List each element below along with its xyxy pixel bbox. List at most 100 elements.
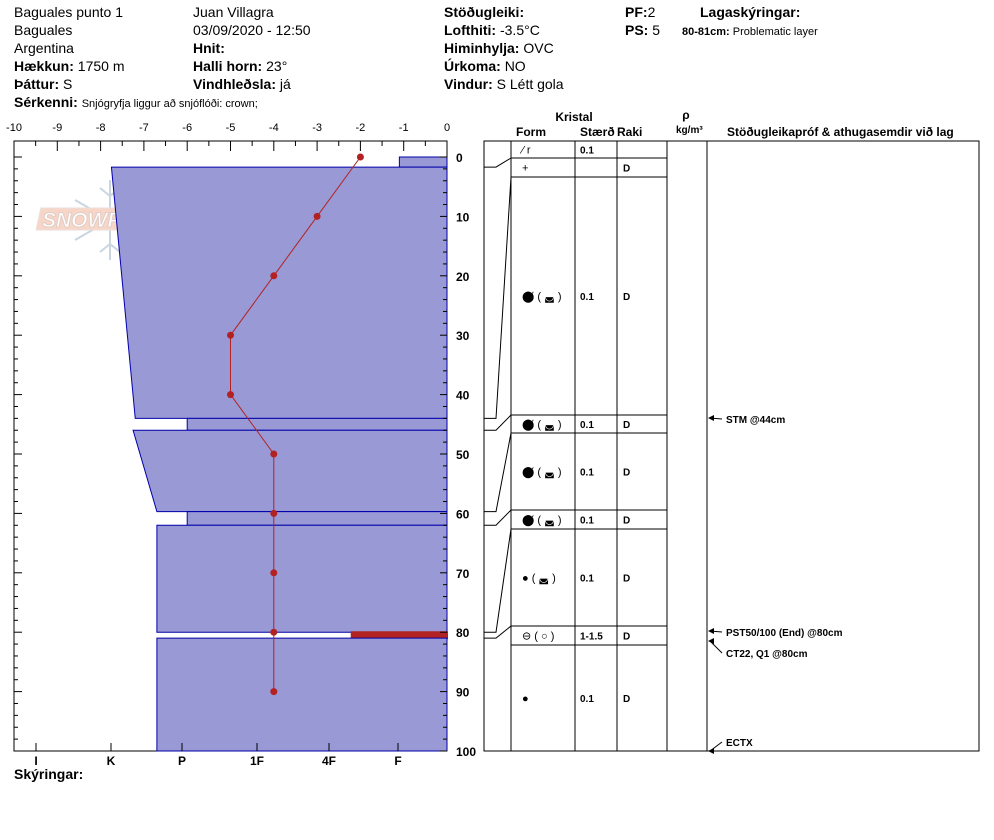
temp-tick-label: -3 xyxy=(312,122,322,134)
temp-tick-label: -6 xyxy=(182,122,192,134)
hardness-band xyxy=(156,637,448,752)
temperature-point xyxy=(313,212,321,220)
pf-field: PF:2 xyxy=(625,4,656,20)
depth-tick-label: 90 xyxy=(456,686,470,700)
ps-field: PS: 5 xyxy=(625,22,661,38)
depth-tick-label: 10 xyxy=(456,210,470,224)
sky-field: Himinhylja: OVC xyxy=(444,40,554,56)
layer-form: ⊖ ( ○ ) xyxy=(522,631,554,643)
crystal-header: Kristal xyxy=(555,110,592,124)
layer-moisture: D xyxy=(623,468,630,479)
layer-form: ⬤̸ ( ◛ ) xyxy=(522,291,561,303)
hardness-band xyxy=(350,631,448,640)
hardness-label: P xyxy=(178,754,186,768)
depth-tick-label: 100 xyxy=(456,745,476,759)
temp-tick-label: -1 xyxy=(399,122,409,134)
moisture-header: Raki xyxy=(617,125,642,139)
depth-connector xyxy=(484,432,512,513)
temp-tick-label: -8 xyxy=(96,122,106,134)
stability-field: Stöðugleiki: xyxy=(444,4,525,20)
temp-tick-label: -10 xyxy=(6,122,22,134)
stability-test-label: ECTX xyxy=(726,738,753,749)
temp-tick-label: -5 xyxy=(226,122,236,134)
temperature-profile xyxy=(227,153,364,696)
depth-tick-label: 60 xyxy=(456,507,470,521)
layer-notes-entry: 80-81cm: Problematic layer xyxy=(682,26,818,38)
temperature-point xyxy=(270,569,278,577)
temp-tick-label: 0 xyxy=(444,122,450,134)
elevation-field: Hækkun: 1750 m xyxy=(14,58,125,74)
hardness-label: K xyxy=(107,754,116,768)
layer-moisture: D xyxy=(623,516,630,527)
depth-connector xyxy=(484,509,512,526)
slope-field: Halli horn: 23° xyxy=(193,58,288,74)
test-arrow-icon xyxy=(708,638,714,644)
observer-name: Juan Villagra xyxy=(193,4,274,20)
layer-notes-label: Lagaskýringar: xyxy=(700,4,801,20)
depth-connector xyxy=(484,176,512,419)
layer-form: ⁄ r xyxy=(519,145,531,157)
depth-tick-label: 50 xyxy=(456,448,470,462)
layer-moisture: D xyxy=(623,420,630,431)
layer-form: ● xyxy=(522,693,529,705)
stability-test-label: STM @44cm xyxy=(726,415,785,426)
hardness-band xyxy=(132,429,448,513)
layer-moisture: D xyxy=(623,164,630,175)
depth-axis: 0 10 20 30 40 50 60 70 80 90 100 xyxy=(14,151,476,759)
hardness-band xyxy=(186,417,448,431)
coords-field: Hnit: xyxy=(193,40,225,56)
hardness-axis: I K P 1F 4F F xyxy=(34,743,402,768)
temp-tick-label: -9 xyxy=(52,122,62,134)
layer-row-lines xyxy=(484,157,667,646)
comments-header: Stöðugleikapróf & athugasemdir við lag xyxy=(727,125,954,139)
hardness-band xyxy=(110,166,448,419)
hardness-band xyxy=(156,524,448,633)
depth-tick-label: 40 xyxy=(456,389,470,403)
density-unit-header: kg/m³ xyxy=(676,125,703,136)
stability-tests: STM @44cm PST50/100 (End) @80cm CT22, Q1 @… xyxy=(708,415,843,754)
layer-size: 0.1 xyxy=(580,146,594,157)
layer-size: 0.1 xyxy=(580,516,594,527)
wind-loading-field: Vindhleðsla: já xyxy=(193,76,291,92)
temperature-point xyxy=(270,628,278,636)
test-arrow-icon xyxy=(708,748,714,754)
rho-header: ρ xyxy=(682,108,689,122)
layer-size: 1-1.5 xyxy=(580,632,603,643)
temperature-point xyxy=(270,688,278,696)
layer-moisture: D xyxy=(623,292,630,303)
depth-tick-label: 0 xyxy=(456,151,463,165)
hardness-label: 4F xyxy=(322,754,336,768)
country-name: Argentina xyxy=(14,40,74,56)
depth-connector xyxy=(484,414,512,431)
temperature-point xyxy=(356,153,364,161)
features-field: Sérkenni: Snjógryfja liggur að snjóflóði… xyxy=(14,94,258,110)
size-header: Stærð xyxy=(580,125,615,139)
temp-tick-label: -2 xyxy=(356,122,366,134)
layer-rows: ⁄ r 0.1 + D ⬤̸ ( ◛ ) 0.1 D ⬤̸ ( ◛ ) 0.1 D ⬤̸ ( ◛ )… xyxy=(519,145,630,706)
hardness-label: I xyxy=(34,754,37,768)
observation-datetime: 03/09/2020 - 12:50 xyxy=(193,22,311,38)
temperature-axis: -10 -9 -8 -7 -6 -5 -4 -3 -2 -1 0 xyxy=(6,122,450,151)
test-arrow-icon xyxy=(708,415,714,421)
hardness-label: F xyxy=(394,754,401,768)
layer-size: 0.1 xyxy=(580,574,594,585)
depth-connector xyxy=(484,157,512,168)
layer-form: + xyxy=(522,163,528,175)
hardness-band xyxy=(398,156,448,168)
temperature-point xyxy=(270,450,278,458)
wind-field: Vindur: S Létt gola xyxy=(444,76,564,92)
precip-field: Úrkoma: NO xyxy=(444,58,526,74)
layer-form: ● ( ◛ ) xyxy=(522,573,556,585)
layer-form: ⬤̸ ( ◛ ) xyxy=(522,419,561,431)
depth-tick-label: 80 xyxy=(456,626,470,640)
layer-form: ⬤̸ ( ◛ ) xyxy=(522,515,561,527)
stability-test-label: CT22, Q1 @80cm xyxy=(726,649,808,660)
stability-test-label: PST50/100 (End) @80cm xyxy=(726,628,843,639)
aspect-field: Þáttur: S xyxy=(14,76,73,92)
form-header: Form xyxy=(516,125,546,139)
depth-tick-label: 70 xyxy=(456,567,470,581)
hardness-band xyxy=(186,511,448,526)
hardness-label: 1F xyxy=(250,754,264,768)
hardness-bands xyxy=(110,156,448,752)
layer-size: 0.1 xyxy=(580,420,594,431)
